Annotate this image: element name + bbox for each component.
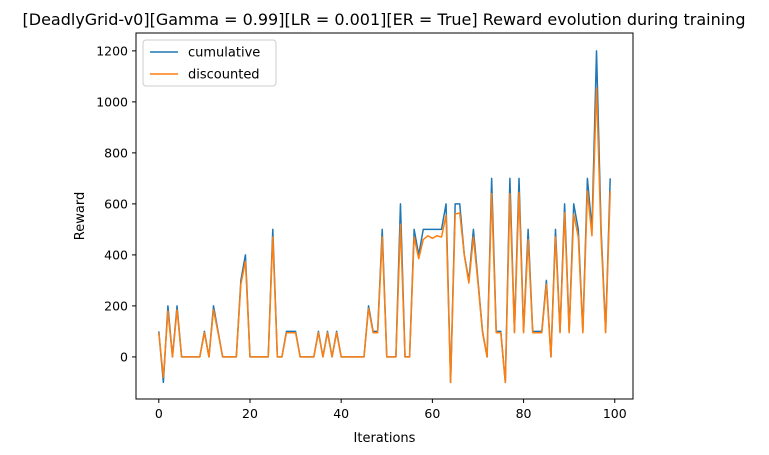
y-axis-label: Reward [73,192,88,240]
series-layer [158,50,611,384]
legend: cumulative discounted [142,39,277,87]
x-tick-label: 20 [242,406,258,421]
chart-title: [DeadlyGrid-v0][Gamma = 0.99][LR = 0.001… [23,10,746,29]
y-tick-label: 200 [104,298,128,313]
legend-label-cumulative: cumulative [188,46,260,61]
x-tick-label: 0 [155,406,163,421]
x-axis-ticks: 0 20 40 60 80 100 [155,399,627,421]
x-tick-label: 100 [603,406,627,421]
x-tick-label: 60 [424,406,440,421]
y-tick-label: 600 [104,196,128,211]
legend-label-discounted: discounted [188,68,260,83]
x-tick-label: 80 [516,406,532,421]
y-tick-label: 1200 [96,43,128,58]
series-line-discounted [158,87,611,384]
plot-frame [135,32,634,400]
y-axis-ticks: 0 200 400 600 800 1000 1200 [96,43,136,364]
y-tick-label: 0 [120,349,128,364]
y-tick-label: 400 [104,247,128,262]
y-tick-label: 800 [104,145,128,160]
y-tick-label: 1000 [96,94,128,109]
x-axis-label: Iterations [354,431,416,446]
x-tick-label: 40 [333,406,349,421]
